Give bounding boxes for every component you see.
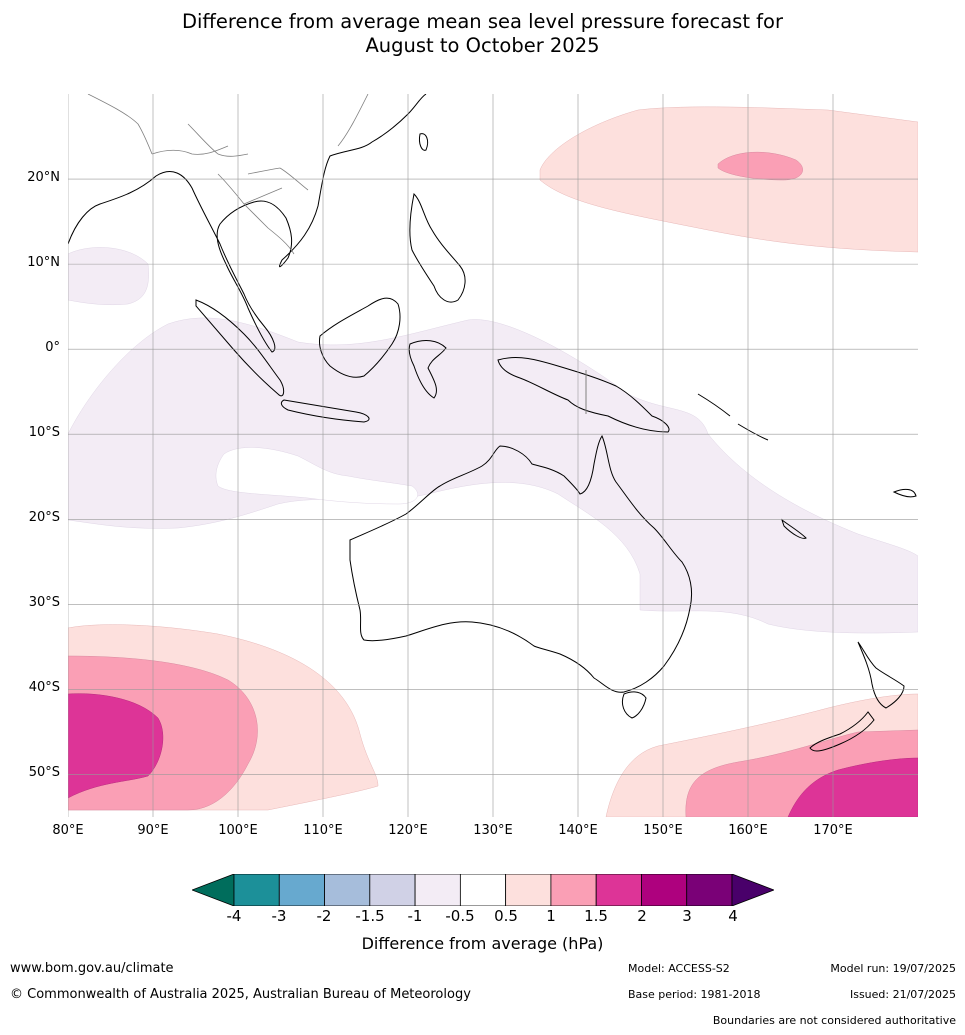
lon-label-170e: 170°E — [813, 823, 853, 838]
cb-tick-0-5: 0.5 — [494, 907, 518, 925]
lon-label-100e: 100°E — [218, 823, 258, 838]
cb-tick-neg4: -4 — [226, 907, 242, 925]
cb-tick-4: 4 — [728, 907, 738, 925]
lon-label-150e: 150°E — [643, 823, 683, 838]
colorbar-swatch-4 — [414, 874, 461, 906]
title-line-1: Difference from average mean sea level p… — [182, 10, 783, 33]
lon-label-160e: 160°E — [728, 823, 768, 838]
philippines-outline — [409, 192, 466, 303]
cb-tick-neg1: -1 — [407, 907, 423, 925]
tasmania-outline — [621, 691, 647, 719]
australia-outline — [349, 434, 693, 693]
nz-north-outline — [857, 641, 905, 709]
borneo-outline — [319, 297, 401, 378]
new-guinea-outline — [497, 357, 670, 433]
map-title: Difference from average mean sea level p… — [0, 10, 965, 58]
footer-model: Model: ACCESS-S2 — [628, 962, 730, 975]
lat-label-40s: 40°S — [28, 680, 60, 695]
cb-tick-neg0-5: -0.5 — [445, 907, 475, 925]
solomon-islands-outline — [697, 393, 769, 441]
java-outline — [280, 399, 370, 423]
lon-label-140e: 140°E — [558, 823, 598, 838]
lat-label-10s: 10°S — [28, 425, 60, 440]
cb-tick-neg3: -3 — [271, 907, 287, 925]
colorbar-swatch-10 — [686, 874, 733, 906]
footer-model-run: Model run: 19/07/2025 — [830, 962, 956, 975]
anomaly-northpacific-pos1 — [717, 151, 803, 181]
footer-disclaimer: Boundaries are not considered authoritat… — [712, 1014, 956, 1027]
nz-south-outline — [809, 711, 875, 752]
lat-label-0: 0° — [45, 340, 60, 355]
colorbar-swatch-7 — [550, 874, 597, 906]
sulawesi-outline — [408, 340, 447, 399]
anomaly-indian-white-gap — [215, 447, 418, 505]
anomaly-tasman-pos15 — [787, 757, 918, 817]
lon-label-110e: 110°E — [303, 823, 343, 838]
cb-tick-1: 1 — [546, 907, 556, 925]
lat-label-20n: 20°N — [27, 170, 60, 185]
asia-borders — [87, 94, 369, 255]
cb-tick-2: 2 — [637, 907, 647, 925]
colorbar-swatch-1 — [278, 874, 325, 906]
fiji-outline — [892, 488, 917, 498]
anomaly-northpacific-pos05 — [539, 106, 918, 253]
colorbar-swatch-9 — [641, 874, 688, 906]
title-line-2: August to October 2025 — [365, 34, 600, 57]
colorbar-swatch-5 — [459, 874, 507, 906]
lat-label-50s: 50°S — [28, 765, 60, 780]
anomaly-southindian-pos15 — [68, 693, 164, 799]
colorbar-swatch-6 — [505, 874, 552, 906]
colorbar-label: Difference from average (hPa) — [361, 934, 604, 953]
lat-label-20s: 20°S — [28, 510, 60, 525]
cb-tick-1-5: 1.5 — [584, 907, 608, 925]
map-svg — [68, 94, 918, 817]
anomaly-westpacific-neg05 — [68, 247, 149, 306]
lat-label-30s: 30°S — [28, 595, 60, 610]
cb-tick-neg1-5: -1.5 — [355, 907, 385, 925]
colorbar-swatch-0 — [233, 874, 280, 906]
lon-label-90e: 90°E — [137, 823, 169, 838]
new-caledonia-outline — [781, 518, 807, 539]
map-panel — [68, 94, 918, 817]
footer-copyright: © Commonwealth of Australia 2025, Austra… — [10, 987, 471, 1002]
footer-website: www.bom.gov.au/climate — [10, 961, 174, 976]
taiwan-outline — [419, 133, 429, 151]
colorbar-swatch-8 — [595, 874, 642, 906]
footer-issued: Issued: 21/07/2025 — [849, 988, 956, 1001]
colorbar-extend-low — [192, 874, 235, 906]
lat-label-10n: 10°N — [27, 255, 60, 270]
asia-mainland-outline — [68, 94, 427, 353]
lon-label-130e: 130°E — [473, 823, 513, 838]
sumatra-outline — [195, 299, 285, 397]
footer-base-period: Base period: 1981-2018 — [628, 988, 761, 1001]
colorbar-swatch-3 — [369, 874, 416, 906]
lon-label-80e: 80°E — [52, 823, 84, 838]
cb-tick-neg2: -2 — [316, 907, 332, 925]
colorbar — [192, 874, 774, 906]
cb-tick-3: 3 — [682, 907, 692, 925]
colorbar-swatch-2 — [324, 874, 371, 906]
graticule — [68, 94, 918, 817]
lon-label-120e: 120°E — [388, 823, 428, 838]
colorbar-extend-high — [731, 874, 774, 906]
